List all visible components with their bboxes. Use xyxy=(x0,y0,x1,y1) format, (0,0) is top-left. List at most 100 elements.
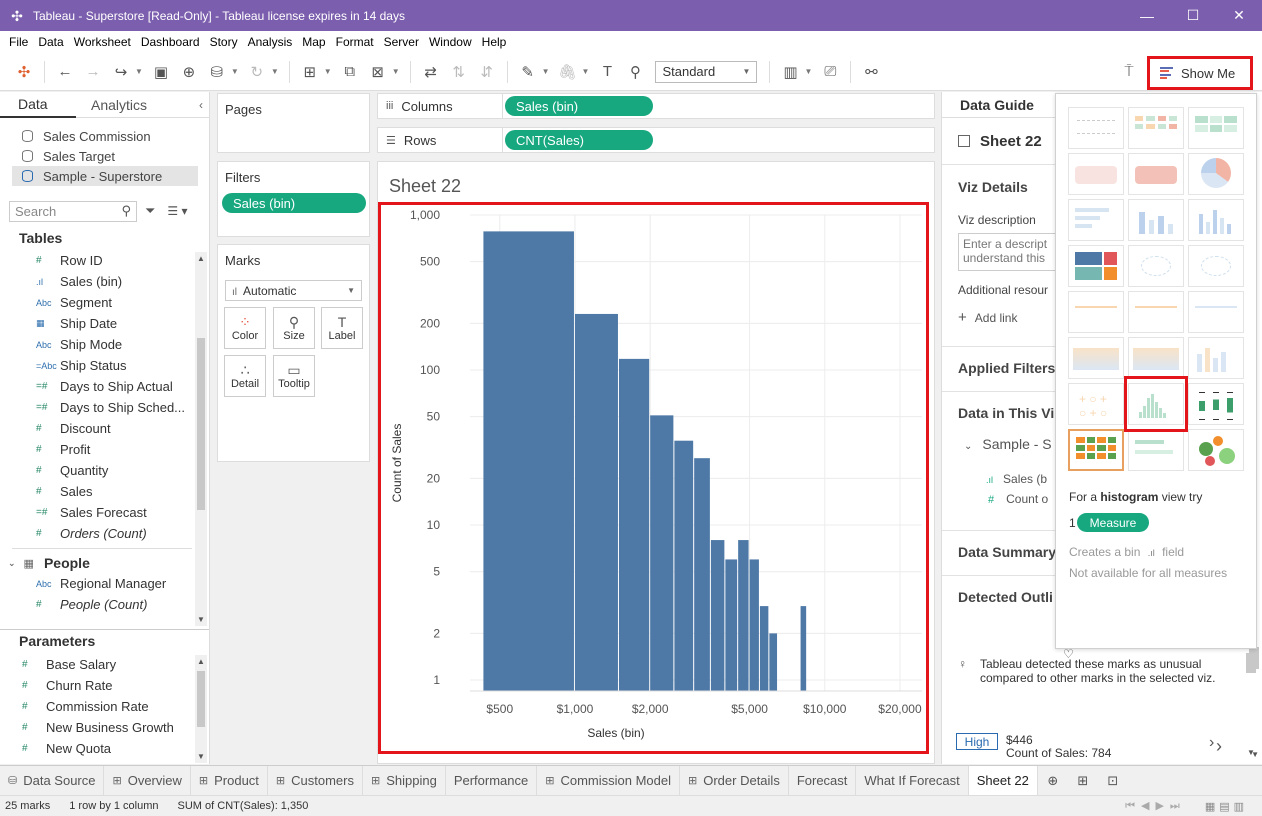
new-dashboard-icon[interactable]: ⊞ xyxy=(1077,772,1089,788)
scroll-up-icon[interactable]: ▲ xyxy=(197,657,205,666)
applied-filters-heading[interactable]: Applied Filters xyxy=(958,360,1055,376)
filter-icon[interactable]: ⏷ xyxy=(145,203,156,218)
view-options-icon[interactable]: ☰ ▾ xyxy=(167,204,188,218)
tab-commission-model[interactable]: ⊞ Commission Model xyxy=(537,766,681,795)
area-discrete-icon[interactable] xyxy=(1128,337,1184,379)
histogram-bar[interactable] xyxy=(725,559,738,691)
tab-performance[interactable]: Performance xyxy=(446,766,538,795)
replay-dropdown-icon[interactable]: ▼ xyxy=(135,67,143,76)
pin-axes-icon[interactable]: ⚲ xyxy=(629,63,641,81)
scroll-up-icon[interactable]: ▲ xyxy=(197,254,205,263)
data-source-row[interactable]: ⌄ Sample - S xyxy=(942,436,1055,452)
scroll-down-icon[interactable]: ▼ xyxy=(1251,750,1259,759)
menu-analysis[interactable]: Analysis xyxy=(247,35,293,49)
chevron-right-icon[interactable]: › xyxy=(1209,734,1215,751)
field-discount[interactable]: # Discount xyxy=(0,418,209,439)
menu-worksheet[interactable]: Worksheet xyxy=(73,35,131,49)
area-continuous-icon[interactable] xyxy=(1068,337,1124,379)
field-segment[interactable]: Abc Segment xyxy=(0,292,209,313)
parameter-item[interactable]: # Commission Rate xyxy=(0,696,196,717)
show-me-button[interactable]: Show Me xyxy=(1147,56,1253,90)
tab-sheet-22[interactable]: Sheet 22 xyxy=(968,766,1038,795)
sort-ascending-icon[interactable]: ⇅ xyxy=(452,63,465,81)
show-cards-icon[interactable]: ▥ xyxy=(783,63,798,81)
continuous-lines-icon[interactable] xyxy=(1068,291,1124,333)
tab-customers[interactable]: ⊞ Customers xyxy=(268,766,363,795)
columns-pill-sales-bin[interactable]: Sales (bin) xyxy=(505,96,653,116)
presentation-mode-icon[interactable]: ⎚ xyxy=(824,63,837,80)
clear-sheet-icon[interactable]: ⊠ xyxy=(371,63,384,81)
histogram-bar[interactable] xyxy=(483,231,574,692)
pie-chart-icon[interactable] xyxy=(1188,153,1244,195)
filters-card[interactable]: Filters Sales (bin) xyxy=(217,161,370,237)
pages-card[interactable]: Pages xyxy=(217,93,370,153)
chevron-right-icon[interactable]: › xyxy=(1216,736,1222,756)
rows-pill-cnt-sales[interactable]: CNT(Sales) xyxy=(505,130,653,150)
field-regional-manager[interactable]: Abc Regional Manager xyxy=(0,573,209,594)
group-dropdown-icon[interactable]: ▼ xyxy=(581,67,590,76)
highlight-icon[interactable]: ✎ xyxy=(521,63,534,81)
viz-details-heading[interactable]: Viz Details xyxy=(958,179,1028,195)
tab-data[interactable]: Data xyxy=(0,92,76,118)
data-in-viz-heading[interactable]: Data in This Vi xyxy=(958,405,1055,421)
view-mode-icons[interactable]: ▦▤▥ xyxy=(1204,800,1248,813)
tab-order-details[interactable]: ⊞ Order Details xyxy=(680,766,789,795)
tab-analytics[interactable]: Analytics xyxy=(91,97,148,113)
histogram-bar[interactable] xyxy=(574,313,618,691)
field-ship-mode[interactable]: Abc Ship Mode xyxy=(0,334,209,355)
tab-shipping[interactable]: ⊞ Shipping xyxy=(363,766,446,795)
swap-rows-columns-icon[interactable]: ⇄ xyxy=(424,63,437,81)
collapse-pane-icon[interactable]: ‹ xyxy=(199,97,203,112)
histogram-bar[interactable] xyxy=(650,415,674,691)
menu-data[interactable]: Data xyxy=(38,35,64,49)
rows-shelf[interactable]: ☰ Rows CNT(Sales) xyxy=(377,127,935,153)
parameters-scrollbar[interactable]: ▲ ▼ xyxy=(195,655,207,763)
undo-icon[interactable]: ← xyxy=(57,63,73,80)
menu-window[interactable]: Window xyxy=(428,35,472,49)
field-quantity[interactable]: # Quantity xyxy=(0,460,209,481)
gantt-chart-icon[interactable] xyxy=(1068,429,1124,471)
field-profit[interactable]: # Profit xyxy=(0,439,209,460)
dual-combination-icon[interactable] xyxy=(1188,337,1244,379)
search-input[interactable]: Search ⚲ xyxy=(9,200,137,222)
fit-select[interactable]: Standard ▼ xyxy=(655,60,758,83)
side-by-side-circles-icon[interactable] xyxy=(1188,245,1244,287)
bullet-graph-icon[interactable] xyxy=(1128,429,1184,471)
menu-format[interactable]: Format xyxy=(335,35,374,49)
data-guide-scrollbar-thumb[interactable] xyxy=(1246,653,1256,673)
highlight-table-icon[interactable] xyxy=(1188,107,1244,149)
menu-help[interactable]: Help xyxy=(481,35,507,49)
filled-map-icon[interactable] xyxy=(1128,153,1184,195)
pause-updates-icon[interactable]: ⛁ xyxy=(210,63,224,81)
histogram-bar[interactable] xyxy=(674,440,694,691)
new-sheet-dropdown-icon[interactable]: ▼ xyxy=(323,67,332,76)
data-guide-icon[interactable]: ⍑ xyxy=(1124,63,1134,80)
group-icon[interactable]: 🖇 xyxy=(558,63,578,81)
field-people-count[interactable]: # People (Count) xyxy=(0,594,209,615)
field-row-id[interactable]: # Row ID xyxy=(0,250,209,271)
data-source-item-selected[interactable]: Sample - Superstore xyxy=(12,166,198,186)
discrete-lines-icon[interactable] xyxy=(1128,291,1184,333)
new-worksheet-icon[interactable]: ⊕ xyxy=(1047,772,1059,788)
menu-file[interactable]: File xyxy=(9,35,29,49)
field-sales-bin[interactable]: .ıl Sales (bin) xyxy=(0,271,209,292)
dual-lines-icon[interactable] xyxy=(1188,291,1244,333)
horizontal-bars-icon[interactable] xyxy=(1068,199,1124,241)
tooltip-card[interactable]: ▭ Tooltip xyxy=(273,355,315,397)
field-ship-status[interactable]: =Abc Ship Status xyxy=(0,355,209,376)
redo-icon[interactable]: → xyxy=(85,63,101,80)
scatter-plot-icon[interactable]: + ○ + ○ + ○ xyxy=(1068,383,1124,425)
new-worksheet-icon[interactable]: ⊞ xyxy=(303,63,317,81)
tab-product[interactable]: ⊞ Product xyxy=(191,766,268,795)
sheet-navigation[interactable]: ⏮◀▶⏭ xyxy=(1125,800,1186,812)
tab-forecast[interactable]: Forecast xyxy=(789,766,857,795)
parameter-item[interactable]: # Base Salary xyxy=(0,654,196,675)
duplicate-sheet-icon[interactable]: ⧉ xyxy=(344,63,356,80)
save-icon[interactable]: ▣ xyxy=(153,63,169,81)
sheet-title[interactable]: Sheet 22 xyxy=(389,176,462,196)
field-sales-forecast[interactable]: =# Sales Forecast xyxy=(0,502,209,523)
histogram-bar[interactable] xyxy=(769,633,778,691)
scrollbar-thumb[interactable] xyxy=(197,338,205,510)
field-sales[interactable]: # Sales xyxy=(0,481,209,502)
scroll-down-icon[interactable]: ▼ xyxy=(197,615,205,624)
